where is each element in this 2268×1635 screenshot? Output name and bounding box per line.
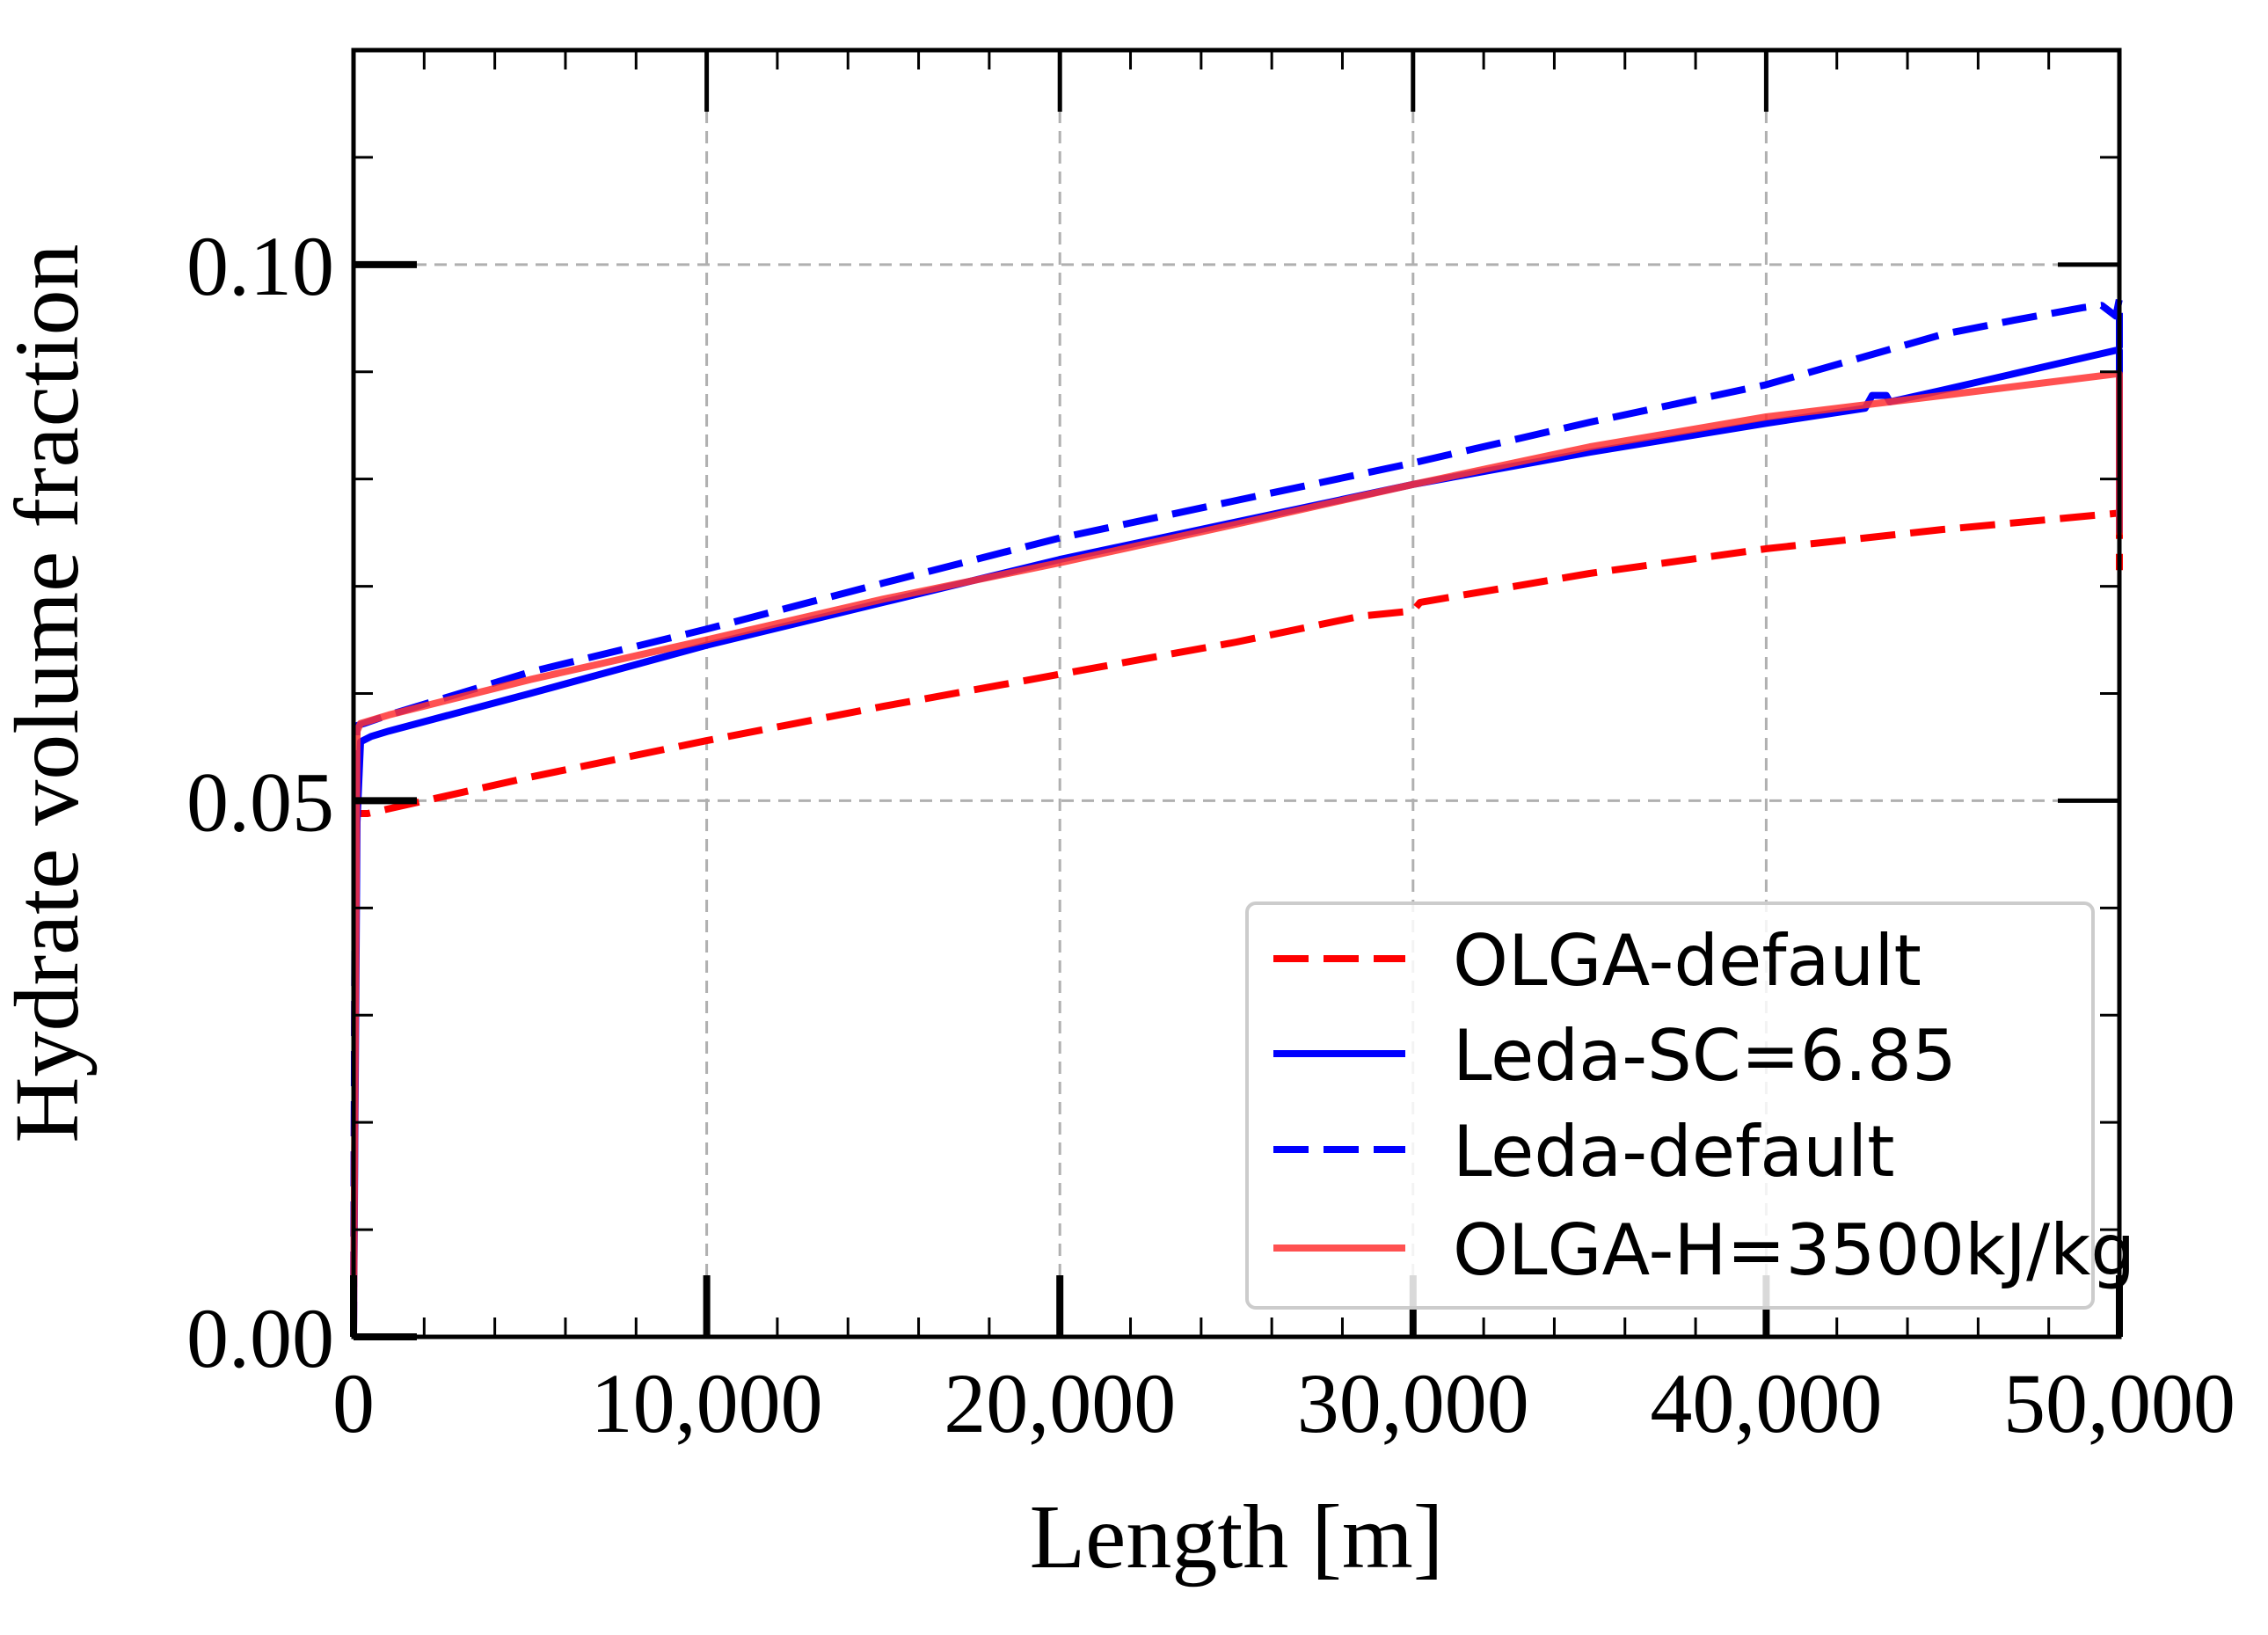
- series-line-3: [350, 370, 2123, 1338]
- y-tick-label-0: 0.00: [186, 1291, 334, 1385]
- legend-label-2: Leda-default: [1453, 1111, 1895, 1193]
- series-line-0: [350, 509, 2123, 1338]
- legend-label-3: OLGA-H=3500kJ/kg: [1453, 1209, 2135, 1291]
- series-lines: [350, 295, 2123, 1338]
- x-axis-label: Length [m]: [1030, 1486, 1444, 1588]
- legend: OLGA-default Leda-SC=6.85 Leda-default OLGA…: [1245, 901, 2135, 1310]
- x-tick-label-2: 20,000: [944, 1356, 1176, 1450]
- x-tick-label-1: 10,000: [591, 1356, 823, 1450]
- legend-label-0: OLGA-default: [1453, 920, 1922, 1002]
- y-axis-label: Hydrate volume fraction: [0, 244, 98, 1142]
- x-tick-label-0: 0: [332, 1356, 375, 1450]
- tick-labels: 0 10,000 20,000 30,000 40,000 50,000 0.00 0.05 0…: [186, 219, 2235, 1450]
- x-tick-label-5: 50,000: [2003, 1356, 2235, 1450]
- plot-frame: [351, 47, 2122, 1339]
- y-tick-label-1: 0.05: [186, 755, 334, 849]
- y-tick-label-2: 0.10: [186, 219, 334, 313]
- legend-box: [1245, 901, 2095, 1310]
- x-tick-label-3: 30,000: [1297, 1356, 1529, 1450]
- legend-label-1: Leda-SC=6.85: [1453, 1015, 1957, 1097]
- x-tick-label-4: 40,000: [1650, 1356, 1882, 1450]
